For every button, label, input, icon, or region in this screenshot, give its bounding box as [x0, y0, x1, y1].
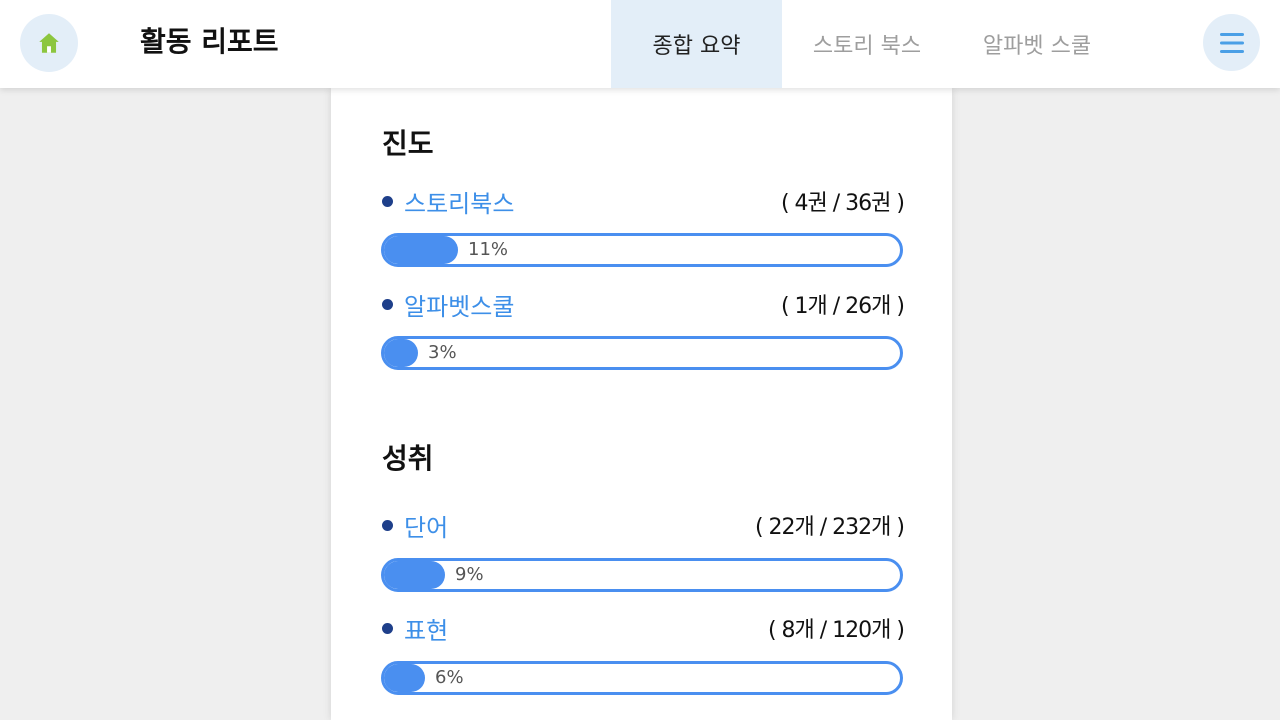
bullet-icon — [382, 519, 393, 531]
words-progress-label: 9% — [455, 564, 484, 585]
words-progress-fill — [384, 561, 445, 589]
alphabet-school-progress-fill — [384, 339, 418, 367]
app-header: 활동 리포트 종합 요약 스토리 북스 알파벳 스쿨 — [0, 0, 1280, 88]
progress-section-title: 진도 — [382, 127, 434, 160]
home-icon — [39, 33, 59, 53]
storybooks-progress-label: 11% — [468, 239, 509, 260]
tab-summary[interactable]: 종합 요약 — [611, 0, 782, 88]
expressions-progress-label: 6% — [435, 667, 464, 688]
achievement-row-words: 단어 ( 22개 / 232개 ) — [382, 510, 905, 542]
progress-row-alphabet-school: 알파벳스쿨 ( 1개 / 26개 ) — [382, 289, 905, 321]
alphabet-school-count: ( 1개 / 26개 ) — [780, 294, 905, 319]
expressions-progress-bar: 6% — [381, 661, 903, 695]
storybooks-progress-bar: 11% — [381, 233, 903, 267]
expressions-link[interactable]: 표현 — [404, 616, 449, 645]
tab-alphabet-school[interactable]: 알파벳 스쿨 — [982, 34, 1092, 59]
menu-button[interactable] — [1203, 14, 1260, 71]
storybooks-count: ( 4권 / 36권 ) — [780, 191, 905, 216]
home-button[interactable] — [20, 14, 78, 72]
storybooks-progress-fill — [384, 236, 458, 264]
words-progress-bar: 9% — [381, 558, 903, 592]
bullet-icon — [382, 298, 393, 310]
words-link[interactable]: 단어 — [404, 513, 449, 542]
bullet-icon — [382, 195, 393, 207]
alphabet-school-progress-bar: 3% — [381, 336, 903, 370]
tab-story-books[interactable]: 스토리 북스 — [812, 34, 922, 59]
expressions-count: ( 8개 / 120개 ) — [767, 618, 905, 643]
expressions-progress-fill — [384, 664, 425, 692]
achievement-row-expressions: 표현 ( 8개 / 120개 ) — [382, 613, 905, 645]
alphabet-school-link[interactable]: 알파벳스쿨 — [404, 292, 515, 321]
achievement-section-title: 성취 — [382, 442, 434, 475]
hamburger-menu-icon — [1219, 32, 1244, 53]
alphabet-school-progress-label: 3% — [428, 342, 457, 363]
summary-panel: 진도 스토리북스 ( 4권 / 36권 ) 11% 알파벳스쿨 ( 1개 / 2… — [331, 88, 952, 720]
progress-row-storybooks: 스토리북스 ( 4권 / 36권 ) — [382, 186, 905, 218]
bullet-icon — [382, 622, 393, 634]
words-count: ( 22개 / 232개 ) — [754, 515, 905, 540]
storybooks-link[interactable]: 스토리북스 — [404, 189, 515, 218]
page-title: 활동 리포트 — [140, 25, 279, 58]
